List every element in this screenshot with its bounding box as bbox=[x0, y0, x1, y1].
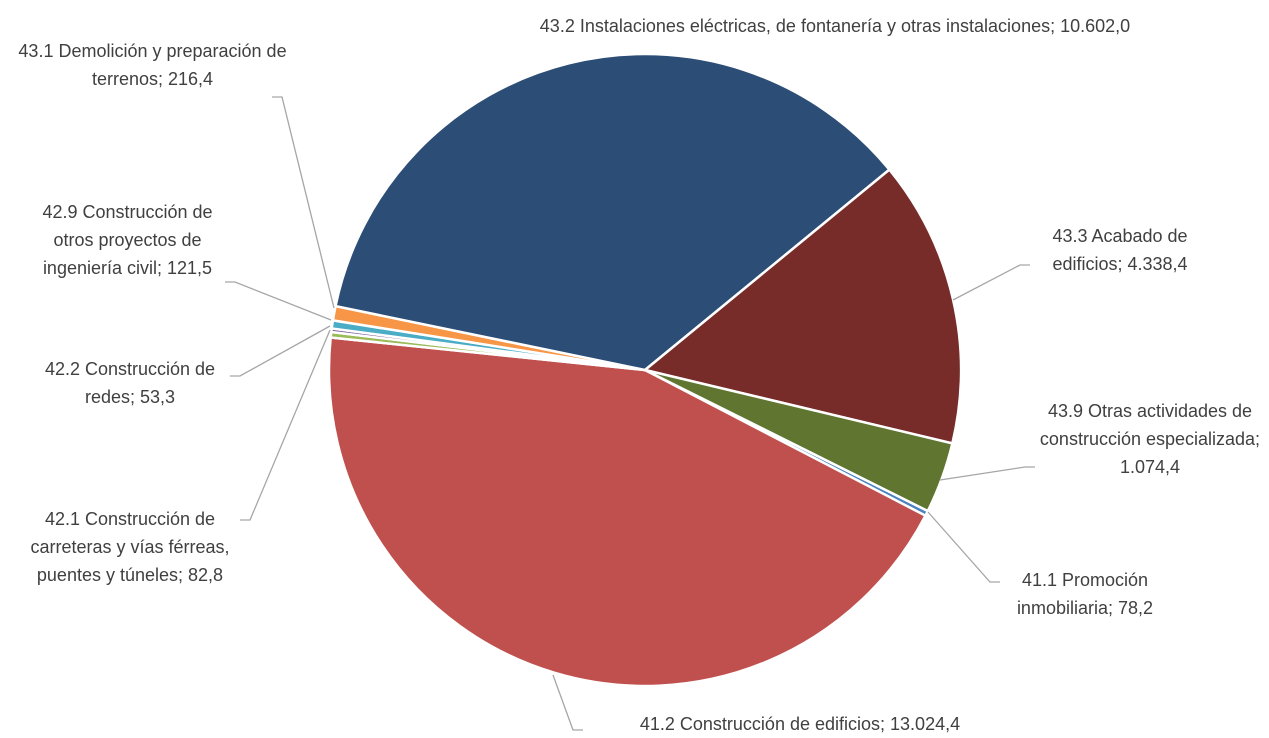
category-name: 42.9 Construcción de otros proyectos de … bbox=[42, 202, 213, 278]
data-label: 42.2 Construcción de redes; 53,3 bbox=[20, 355, 240, 411]
pie-slice bbox=[327, 336, 928, 688]
leader-line bbox=[225, 281, 332, 321]
data-label: 42.1 Construcción de carreteras y vías f… bbox=[20, 505, 240, 589]
value-label: 10.602,0 bbox=[1060, 16, 1131, 36]
value-label: 1.074,4 bbox=[1119, 457, 1181, 477]
category-name: 41.1 Promoción inmobiliaria bbox=[1016, 570, 1149, 618]
pie-slice bbox=[334, 52, 892, 372]
leader-line bbox=[927, 511, 1000, 583]
data-label: 43.1 Demolición y preparación de terreno… bbox=[10, 37, 295, 93]
category-name: 43.3 Acabado de edificios bbox=[1052, 226, 1188, 274]
separator: ; bbox=[129, 387, 140, 407]
category-name: 43.9 Otras actividades de construcción e… bbox=[1039, 401, 1256, 449]
data-label: 41.2 Construcción de edificios; 13.024,4 bbox=[580, 710, 1020, 738]
leader-line bbox=[230, 325, 331, 377]
data-label: 43.9 Otras actividades de construcción e… bbox=[1030, 397, 1269, 481]
value-label: 53,3 bbox=[140, 387, 176, 407]
separator: ; bbox=[880, 714, 891, 734]
data-label: 43.3 Acabado de edificios; 4.338,4 bbox=[1020, 222, 1220, 278]
separator: ; bbox=[178, 565, 189, 585]
category-name: 42.2 Construcción de redes bbox=[44, 359, 216, 407]
data-label: 42.9 Construcción de otros proyectos de … bbox=[20, 198, 235, 282]
category-name: 42.1 Construcción de carreteras y vías f… bbox=[30, 509, 230, 585]
separator: ; bbox=[1107, 598, 1118, 618]
category-name: 41.2 Construcción de edificios bbox=[639, 714, 881, 734]
value-label: 78,2 bbox=[1118, 598, 1154, 618]
separator: ; bbox=[157, 258, 168, 278]
category-name: 43.2 Instalaciones eléctricas, de fontan… bbox=[539, 16, 1051, 36]
value-label: 121,5 bbox=[167, 258, 213, 278]
leader-line bbox=[952, 264, 1030, 301]
separator: ; bbox=[1050, 16, 1061, 36]
value-label: 82,8 bbox=[188, 565, 224, 585]
separator: ; bbox=[157, 69, 168, 89]
pie-slice bbox=[644, 368, 954, 513]
pie-slice bbox=[642, 167, 963, 445]
separator: ; bbox=[1255, 429, 1261, 449]
separator: ; bbox=[1117, 254, 1128, 274]
leader-line bbox=[939, 466, 1035, 481]
data-label: 41.1 Promoción inmobiliaria; 78,2 bbox=[985, 566, 1185, 622]
data-label: 43.2 Instalaciones eléctricas, de fontan… bbox=[455, 12, 1215, 40]
value-label: 216,4 bbox=[168, 69, 214, 89]
category-name: 43.1 Demolición y preparación de terreno… bbox=[18, 41, 287, 89]
leader-line bbox=[552, 674, 583, 731]
leader-line bbox=[272, 96, 335, 309]
value-label: 4.338,4 bbox=[1127, 254, 1188, 274]
value-label: 13.024,4 bbox=[890, 714, 961, 734]
leader-line bbox=[240, 329, 331, 521]
